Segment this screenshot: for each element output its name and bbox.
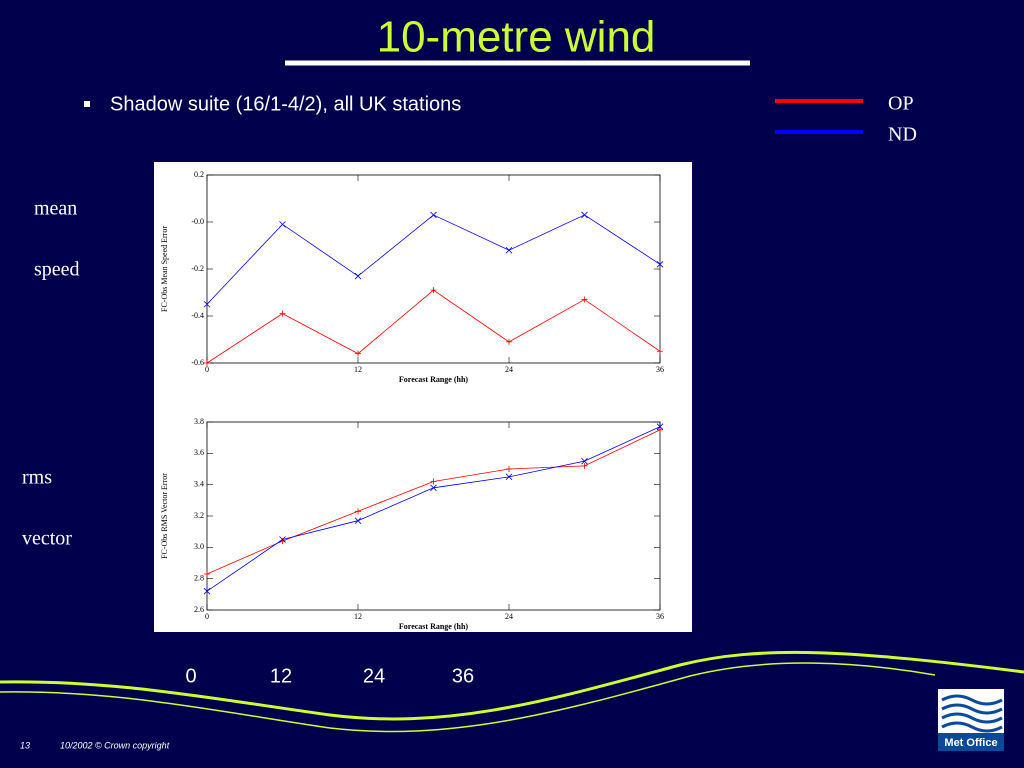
point-marker [506,338,512,345]
point-marker [581,296,588,303]
point-marker [581,462,588,469]
y-tick-label: 0.2 [194,170,204,179]
bottom-label: 24 [363,665,385,687]
point-marker [430,478,437,485]
footer-wave [0,662,936,733]
side-label: speed [34,259,80,281]
y-tick-label: -0.2 [191,264,204,273]
x-tick-label: 36 [656,612,664,621]
y-tick-label: -0.0 [191,217,204,226]
point-marker [656,261,664,268]
side-label: vector [22,528,72,550]
legend: OP ND [775,93,917,146]
x-axis-label: Forecast Range (hh) [399,622,469,631]
x-tick-label: 0 [205,612,209,621]
y-axis-label: FC-Obs Mean Speed Error [160,226,169,312]
point-marker [279,536,286,543]
y-tick-label: 3.2 [194,511,204,520]
bottom-label: 0 [185,665,196,687]
point-marker [204,570,210,577]
point-marker [203,587,211,595]
point-marker [430,211,437,219]
side-label: rms [22,467,52,489]
footer-wave [0,650,1024,721]
bottom-label: 36 [452,665,474,687]
x-tick-label: 24 [505,612,513,621]
y-tick-label: 2.8 [194,573,204,582]
point-marker [657,348,663,355]
point-marker [279,310,286,317]
bottom-label: 12 [270,665,292,687]
point-marker [355,350,361,357]
point-marker [505,246,513,254]
point-marker [279,221,286,228]
point-marker [505,473,513,481]
point-marker [581,457,588,465]
y-tick-label: 3.6 [194,448,204,457]
logo-text: Met Office [944,737,997,749]
point-marker [354,517,362,524]
side-label: mean [34,198,77,220]
page-number: 13 [20,740,30,750]
bullet-marker [84,101,90,107]
point-marker [204,360,210,366]
y-tick-label: 3.8 [194,417,204,426]
logo-waves [941,694,1003,733]
y-tick-label: 3.4 [194,479,204,488]
y-tick-label: 3.0 [194,542,204,551]
chart-panel [154,162,692,632]
legend-label: OP [888,93,914,115]
point-marker [203,300,211,308]
legend-label: ND [888,124,917,146]
point-marker [581,211,588,219]
y-tick-label: -0.6 [191,358,204,367]
x-tick-label: 12 [354,612,362,621]
y-tick-label: -0.4 [191,311,204,320]
point-marker [506,466,512,472]
x-tick-label: 12 [354,365,362,374]
point-marker [354,272,362,280]
x-tick-label: 0 [205,365,209,374]
point-marker [656,423,664,430]
title: 10-metre wind [377,13,656,62]
x-axis-label: Forecast Range (hh) [399,375,469,384]
bullet-text: Shadow suite (16/1-4/2), all UK stations [110,93,461,115]
y-tick-label: 2.6 [194,605,204,614]
point-marker [355,508,361,515]
copyright: 10/2002 © Crown copyright [60,740,170,750]
y-axis-label: FC-Obs RMS Vector Error [160,473,169,559]
x-tick-label: 36 [656,365,664,374]
x-tick-label: 24 [505,365,513,374]
point-marker [430,287,437,294]
point-marker [657,426,663,433]
point-marker [430,484,437,492]
logo-band [938,733,1004,751]
